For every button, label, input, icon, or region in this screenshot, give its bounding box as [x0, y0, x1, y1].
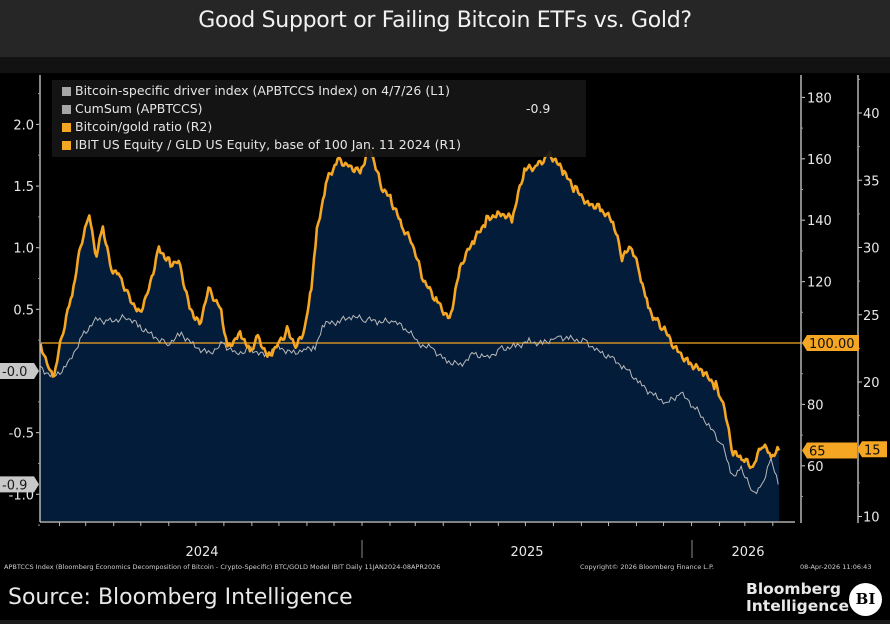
brand-line-2: Intelligence	[746, 597, 850, 615]
footnote-series-info: APBTCCS Index (Bloomberg Economics Decom…	[4, 563, 441, 571]
legend-label: Bitcoin/gold ratio (R2)	[75, 119, 213, 134]
tick-label-l1: -0.5	[9, 427, 34, 442]
value-tag-r2-bg	[857, 441, 887, 458]
title-separator	[0, 57, 890, 73]
tick-label-l1: 2.0	[13, 118, 34, 133]
value-tag-r2: 15	[864, 443, 881, 458]
value-tag-l1: -0.9	[2, 478, 27, 493]
legend-item-cumsum: CumSum (APBTCCS)	[62, 101, 203, 116]
tick-label-r1: 140	[807, 214, 832, 229]
tick-label-r2: 10	[863, 511, 880, 526]
legend-swatch	[62, 123, 71, 132]
tick-label-r2: 25	[863, 309, 880, 324]
tick-label-r2: 40	[863, 107, 880, 122]
tick-label-r1: 160	[807, 153, 832, 168]
legend-swatch	[62, 141, 71, 150]
tick-label-l1: 1.0	[13, 242, 34, 257]
value-tag-reference: 100.00	[809, 337, 855, 352]
tick-label-r1: 180	[807, 91, 832, 106]
legend-item-btc-gold-ratio: Bitcoin/gold ratio (R2)	[62, 119, 212, 134]
tick-label-r2: 20	[863, 376, 880, 391]
brand-line-1: Bloomberg	[746, 580, 841, 598]
series-area-ibit-gld	[40, 148, 780, 522]
brand-wordmark: Bloomberg Intelligence	[746, 581, 849, 615]
footnote-copyright: Copyright© 2026 Bloomberg Finance L.P.	[580, 563, 714, 571]
legend-label: Bitcoin-specific driver index (APBTCCS I…	[75, 83, 450, 98]
tick-label-l1: 0.5	[13, 303, 34, 318]
tick-label-r1: 60	[807, 460, 824, 475]
footnote-timestamp: 08-Apr-2026 11:06:43	[800, 563, 872, 571]
value-tag-l1-bg	[0, 363, 39, 379]
series-line-ibit-gld	[39, 147, 781, 470]
value-tag-reference-bg	[802, 335, 859, 351]
legend-label: IBIT US Equity / GLD US Equity, base of …	[75, 137, 461, 152]
tick-label-r1: 80	[807, 398, 824, 413]
legend-swatch	[62, 87, 71, 96]
legend-item-ibit-gld: IBIT US Equity / GLD US Equity, base of …	[62, 137, 461, 152]
legend-swatch	[62, 105, 71, 114]
tick-label-r1: 120	[807, 276, 832, 291]
tick-label-l1: 1.5	[13, 180, 34, 195]
x-tick-label-2025: 2025	[510, 545, 543, 560]
tick-label-r2: 35	[863, 174, 880, 189]
page-title: Good Support or Failing Bitcoin ETFs vs.…	[198, 8, 692, 33]
bi-logo-icon: BI	[849, 583, 882, 616]
value-tag-l1: -0.0	[2, 365, 27, 380]
series-line-cumsum	[40, 313, 779, 495]
value-tag-r1: 65	[809, 444, 826, 459]
bottom-band	[0, 620, 890, 624]
title-bar	[0, 0, 890, 57]
value-tag-r1-bg	[802, 442, 857, 459]
x-tick-label-2026: 2026	[731, 545, 764, 560]
legend-item-driver-index: Bitcoin-specific driver index (APBTCCS I…	[62, 83, 450, 98]
chart-legend: Bitcoin-specific driver index (APBTCCS I…	[52, 80, 586, 157]
source-label: Source: Bloomberg Intelligence	[8, 585, 353, 610]
value-tag-l1-bg	[0, 476, 39, 493]
legend-label: CumSum (APBTCCS)	[75, 101, 203, 116]
tick-label-r2: 30	[863, 242, 880, 257]
x-tick-label-2024: 2024	[185, 545, 218, 560]
legend-last-value: -0.9	[526, 101, 551, 116]
